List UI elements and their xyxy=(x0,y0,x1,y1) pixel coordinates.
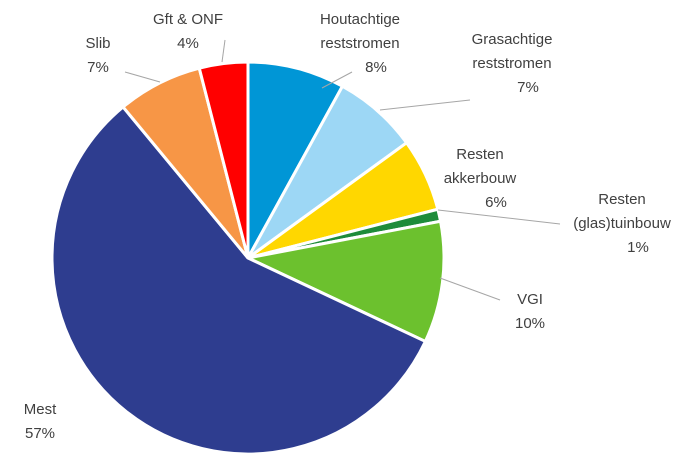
slice-label: Slib 7% xyxy=(85,35,110,76)
slice-label: Gft & ONF 4% xyxy=(153,11,223,52)
pie-slice xyxy=(246,60,345,259)
slice-label: Resten akkerbouw 6% xyxy=(444,146,517,211)
value-label: 8% xyxy=(365,59,387,76)
slice-label: VGI 10% xyxy=(515,291,545,332)
leader-line xyxy=(379,99,471,111)
label-line: Resten xyxy=(456,146,504,163)
leader-line xyxy=(439,277,501,301)
leader-line xyxy=(221,39,226,63)
label-line: Mest xyxy=(24,401,57,418)
slice-label: Resten (glas)tuinbouw 1% xyxy=(573,191,671,256)
slice-label: Mest 57% xyxy=(24,401,57,442)
slice-label: Grasachtige reststromen 7% xyxy=(472,31,553,96)
label-line: akkerbouw xyxy=(444,170,517,187)
label-line: VGI xyxy=(517,291,543,308)
label-line: Resten xyxy=(598,191,646,208)
value-label: 4% xyxy=(177,35,199,52)
leader-line xyxy=(437,209,561,225)
label-line: Gft & ONF xyxy=(153,11,223,28)
value-label: 7% xyxy=(87,59,109,76)
value-label: 57% xyxy=(25,425,55,442)
pie-slice xyxy=(197,60,250,259)
pie-slice xyxy=(50,104,428,453)
leader-line xyxy=(124,71,161,83)
label-line: reststromen xyxy=(320,35,399,52)
pie-slice xyxy=(243,219,446,344)
leader-line xyxy=(321,71,353,89)
label-line: reststromen xyxy=(472,55,551,72)
value-label: 10% xyxy=(515,315,545,332)
label-line: Grasachtige xyxy=(472,31,553,48)
value-label: 6% xyxy=(485,194,507,211)
label-line: Slib xyxy=(85,35,110,52)
value-label: 1% xyxy=(627,239,649,256)
label-line: Houtachtige xyxy=(320,11,400,28)
label-line: (glas)tuinbouw xyxy=(573,215,671,232)
value-label: 7% xyxy=(517,79,539,96)
slice-label: Houtachtige reststromen 8% xyxy=(320,11,400,76)
